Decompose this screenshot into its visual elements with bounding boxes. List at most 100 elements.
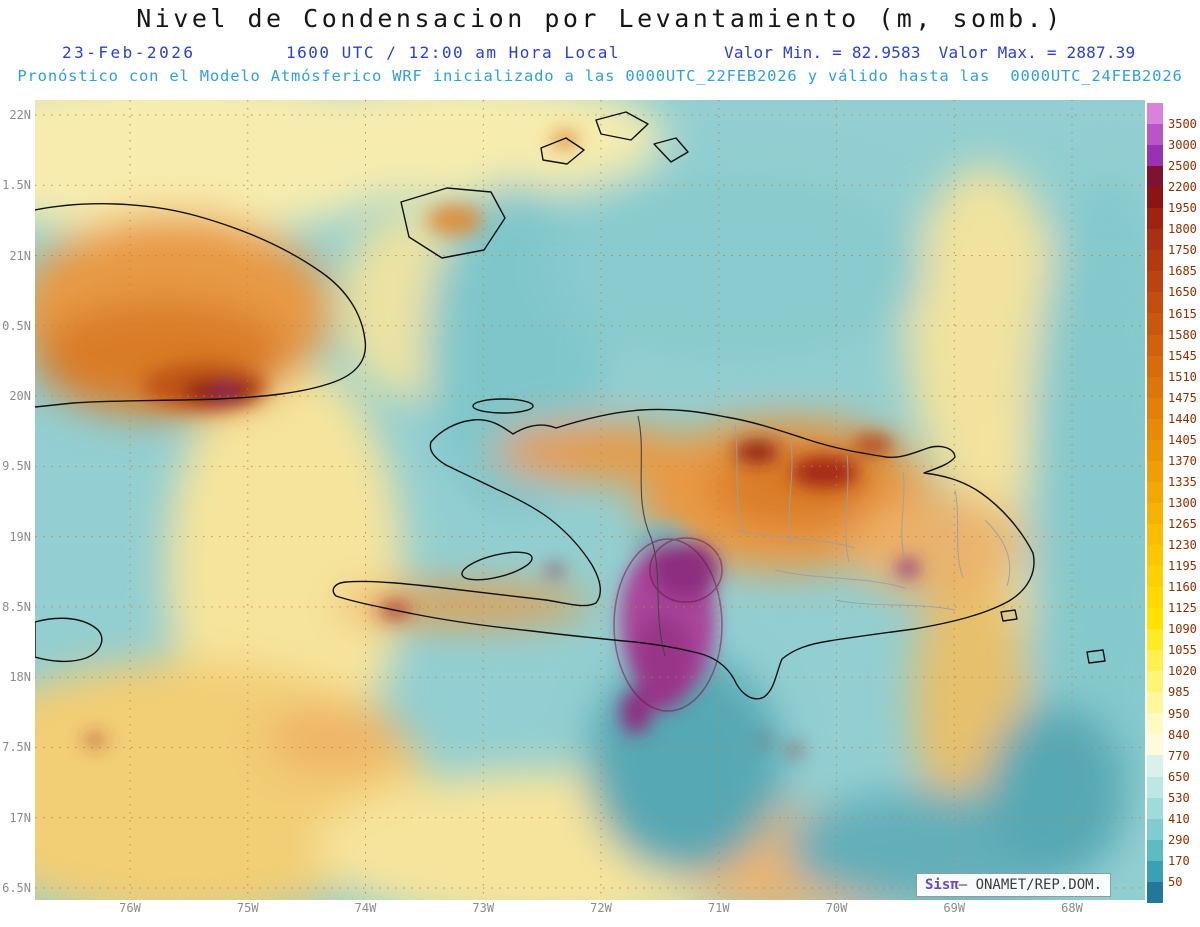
gonave-island [461,551,533,581]
colorbar-tick-label: 2200 [1168,180,1197,195]
colorbar-patch [1147,334,1163,356]
colorbar-patch [1147,418,1163,440]
colorbar-tick-label: 1475 [1168,390,1197,405]
colorbar-patch [1147,566,1163,588]
map-canvas [35,100,1145,900]
colorbar-patch [1147,776,1163,798]
colorbar-tick-label: 1195 [1168,559,1197,574]
lat-tick-label: 17N [9,810,31,825]
colorbar-tick-label: 1580 [1168,327,1197,342]
colorbar-tick-label: 1685 [1168,264,1197,279]
colorbar-patch [1147,187,1163,209]
lon-tick-label: 75W [236,901,259,915]
colorbar-tick-label: 1650 [1168,285,1197,300]
valid-time-label: 1600 UTC / 12:00 am Hora Local [286,43,620,62]
colorbar-patch [1147,439,1163,461]
forecast-line: Pronóstico con el Modelo Atmósferico WRF… [17,67,1183,85]
watermark: Sisπ– ONAMET/REP.DOM. [916,873,1112,897]
lat-tick-label: 21N [9,248,31,263]
province-boundaries [734,424,1011,611]
colorbar-tick-label: 650 [1168,769,1190,784]
watermark-brand: Sisπ [925,877,959,893]
valor-min-label: Valor Min. = 82.9583 [724,43,921,62]
contour-outlines [613,537,723,712]
colorbar-patch [1147,860,1163,882]
colorbar-patch [1147,124,1163,146]
colorbar-patch [1147,523,1163,545]
inagua-island [400,187,506,259]
graticule-gridlines [35,100,1145,900]
minmax-labels: Valor Min. = 82.9583 Valor Max. = 2887.39 [724,43,1135,62]
lat-tick-label: 1.5N [2,178,31,193]
colorbar-patch [1147,502,1163,524]
colorbar-patch [1147,292,1163,314]
colorbar-patch [1147,250,1163,272]
colorbar: 3500 3000 2500 2200 1950 1800 1750 1685 1650 1615… [1147,103,1200,903]
saona-island [1000,609,1018,622]
colorbar-tick-label: 290 [1168,832,1190,847]
lat-tick-label: 9.5N [2,459,31,474]
colorbar-patch [1147,587,1163,609]
lat-tick-label: 0.5N [2,318,31,333]
colorbar-patches [1147,103,1163,903]
small-island-1 [540,137,585,165]
colorbar-tick-label: 1055 [1168,643,1197,658]
colorbar-patch [1147,481,1163,503]
colorbar-tick-label: 1800 [1168,222,1197,237]
colorbar-patch [1147,713,1163,735]
lat-tick-label: 6.5N [2,880,31,895]
lat-tick-label: 20N [9,389,31,404]
coastlines [35,111,1106,700]
mona-island [1086,649,1106,664]
colorbar-patch [1147,692,1163,714]
colorbar-patch [1147,544,1163,567]
colorbar-tick-label: 1160 [1168,580,1197,595]
colorbar-tick-label: 3500 [1168,117,1197,132]
valor-max-label: Valor Max. = 2887.39 [938,43,1136,62]
colorbar-patch [1147,166,1163,188]
colorbar-tick-label: 1950 [1168,201,1197,216]
colorbar-patch [1147,208,1163,230]
colorbar-patch [1147,881,1163,903]
colorbar-tick-label: 1265 [1168,517,1197,532]
colorbar-patch [1147,229,1163,251]
colorbar-patch [1147,818,1163,840]
colorbar-tick-label: 1020 [1168,664,1197,679]
colorbar-tick-label: 1125 [1168,601,1197,616]
colorbar-tick-label: 1335 [1168,474,1197,489]
colorbar-patch [1147,397,1163,419]
colorbar-tick-label: 1750 [1168,243,1197,258]
cuba-coastline [35,203,367,408]
colorbar-tick-label: 530 [1168,790,1190,805]
colorbar-patch [1147,734,1163,756]
colorbar-tick-label: 50 [1168,874,1183,889]
colorbar-patch [1147,355,1163,377]
colorbar-tick-label: 1510 [1168,369,1197,384]
lat-tick-label: 7.5N [2,740,31,755]
colorbar-patch [1147,839,1163,861]
colorbar-tick-label: 1545 [1168,348,1197,363]
colorbar-tick-label: 1440 [1168,411,1197,426]
colorbar-patch [1147,608,1163,630]
colorbar-patch [1147,650,1163,672]
hispaniola-coastline [332,408,1035,700]
lat-tick-label: 18N [9,670,31,685]
lat-tick-label: 22N [9,108,31,122]
colorbar-tick-label: 1370 [1168,453,1197,468]
watermark-org: – ONAMET/REP.DOM. [958,877,1103,893]
haiti-dr-border [637,415,666,657]
lon-tick-label: 71W [707,901,730,915]
small-island-2 [595,111,649,141]
lon-tick-label: 69W [943,901,966,915]
colorbar-tick-label: 3000 [1168,138,1197,153]
colorbar-tick-label: 170 [1168,853,1190,868]
tortue-island [472,398,534,414]
colorbar-tick-label: 950 [1168,706,1190,721]
colorbar-tick-label: 985 [1168,685,1190,700]
date-label: 23-Feb-2026 [62,43,196,62]
colorbar-patch [1147,103,1163,125]
small-island-3 [653,137,689,163]
jamaica-coastline [35,617,103,663]
colorbar-tick-label: 770 [1168,748,1190,763]
